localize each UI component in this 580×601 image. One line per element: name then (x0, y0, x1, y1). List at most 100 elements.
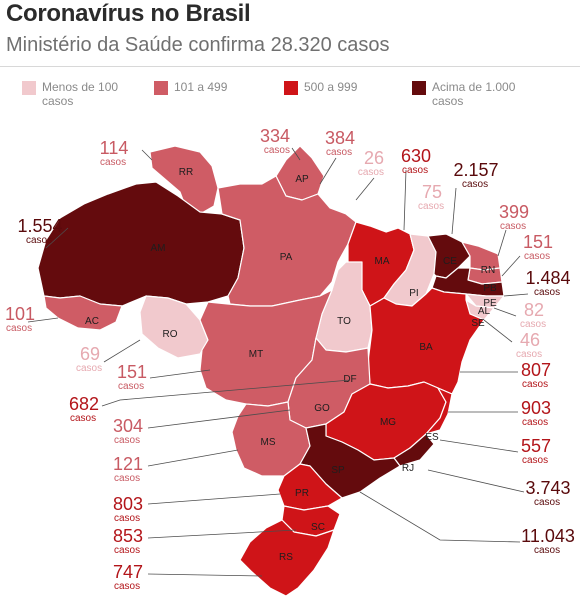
state-label-ro: RO (163, 329, 178, 340)
state-label-ba: BA (419, 342, 433, 353)
case-count-rn: 399 (499, 202, 529, 222)
legend-label-over-1000: Acima de 1.000 casos (432, 80, 516, 108)
state-ac (43, 295, 123, 331)
case-count-ma: 630 (401, 146, 431, 166)
casos-label-df: casos (70, 413, 96, 424)
state-label-pa: PA (280, 252, 293, 263)
legend-item-over-1000: Acima de 1.000 casos (412, 80, 532, 108)
state-label-pr: PR (295, 488, 309, 499)
legend-swatch-101-499 (154, 81, 168, 95)
case-count-pa: 384 (325, 128, 355, 148)
state-label-rs: RS (279, 552, 293, 563)
case-count-rj: 3.743 (525, 478, 570, 498)
leader-line-pb (501, 255, 521, 277)
leader-line-sp (359, 491, 521, 543)
leader-line-ac (27, 317, 59, 323)
leader-line-ma (403, 169, 407, 231)
leader-line-rj (427, 469, 525, 493)
state-label-ce: CE (443, 256, 457, 267)
state-label-mt: MT (249, 349, 263, 360)
leader-line-df (101, 379, 351, 407)
legend-label-500-999: 500 a 999 (304, 80, 358, 94)
casos-label-ce: casos (462, 179, 488, 190)
page-title: Coronavírus no Brasil (6, 0, 251, 27)
state-label-rn: RN (481, 265, 495, 276)
case-count-se: 46 (520, 330, 540, 350)
states-layer (37, 145, 505, 597)
case-count-mt: 151 (117, 362, 147, 382)
case-count-es: 557 (521, 436, 551, 456)
leader-line-rr (141, 149, 153, 161)
casos-label-ap: casos (264, 145, 290, 156)
casos-label-ms: casos (114, 473, 140, 484)
case-count-rr: 114 (100, 138, 129, 158)
leader-lines-layer (27, 147, 529, 577)
state-label-sp: SP (331, 465, 345, 476)
leader-line-ms (147, 449, 239, 467)
casos-label-pe: casos (534, 287, 560, 298)
legend-swatch-under-100 (22, 81, 36, 95)
leader-line-mt (149, 369, 211, 379)
casos-label-to: casos (418, 201, 444, 212)
state-label-go: GO (314, 403, 330, 414)
case-count-sc: 853 (113, 526, 143, 546)
state-label-ma: MA (375, 256, 390, 267)
casos-label-ma: casos (402, 165, 428, 176)
state-label-ac: AC (85, 316, 99, 327)
leader-line-ro (103, 339, 141, 363)
casos-label-mg: casos (522, 417, 548, 428)
casos-label-al: casos (520, 319, 546, 330)
case-count-pr: 803 (113, 494, 143, 514)
casos-label-rr: casos (100, 157, 126, 168)
state-label-mg: MG (380, 417, 396, 428)
leader-line-pe (503, 293, 529, 297)
case-count-ce: 2.157 (453, 160, 498, 180)
state-label-rj: RJ (402, 463, 414, 474)
casos-label-pb: casos (524, 251, 550, 262)
state-pa (217, 175, 357, 307)
case-count-ms: 121 (113, 454, 143, 474)
state-label-se: SE (471, 318, 485, 329)
leader-line-ce (451, 187, 457, 235)
state-label-al: AL (478, 306, 491, 317)
state-es (425, 387, 453, 435)
casos-label-pa: casos (326, 147, 352, 158)
casos-label-es: casos (522, 455, 548, 466)
state-label-rr: RR (179, 167, 193, 178)
leader-line-ap (291, 147, 301, 161)
case-count-rs: 747 (113, 562, 143, 582)
state-label-sc: SC (311, 522, 325, 533)
casos-label-rs: casos (114, 581, 140, 592)
casos-label-mt: casos (118, 381, 144, 392)
leader-line-al (493, 307, 517, 317)
casos-label-rj: casos (534, 497, 560, 508)
leader-line-rn (497, 229, 507, 257)
legend-item-101-499: 101 a 499 (154, 80, 274, 95)
leader-line-pi (355, 177, 375, 201)
casos-label-ac: casos (6, 323, 32, 334)
page-subtitle: Ministério da Saúde confirma 28.320 caso… (6, 34, 390, 56)
state-pr (277, 463, 343, 511)
legend-item-under-100: Menos de 100 casos (22, 80, 132, 108)
legend-label-101-499: 101 a 499 (174, 80, 228, 94)
casos-label-se: casos (516, 349, 542, 360)
state-al (465, 293, 505, 309)
